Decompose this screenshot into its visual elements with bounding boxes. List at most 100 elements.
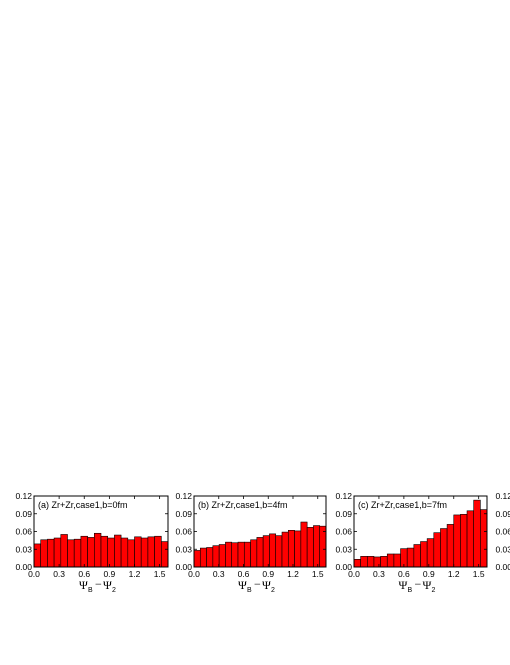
histogram-bar — [199, 547, 207, 568]
panel-title: (c) Zr+Zr,case1,b=7fm — [358, 500, 447, 510]
histogram-bar — [80, 535, 88, 568]
histogram-bar — [413, 544, 421, 568]
histogram-bar — [73, 538, 82, 568]
y-tick-label: 0.09 — [175, 509, 192, 519]
x-tick-label: 0.3 — [373, 569, 385, 579]
x-tick-label: 0.0 — [348, 569, 360, 579]
histogram-bar — [120, 537, 129, 568]
x-tick-label: 1.5 — [473, 569, 485, 579]
histogram-bar — [114, 534, 122, 568]
y-tick-label: 0.06 — [495, 527, 510, 537]
histogram-bar — [53, 537, 62, 568]
x-axis-label-subscript: B — [88, 587, 93, 594]
y-tick-label: 0.06 — [15, 527, 32, 537]
histogram-bar — [212, 545, 220, 568]
y-tick-label: 0.12 — [15, 491, 32, 501]
x-tick-label: 0.6 — [398, 569, 410, 579]
x-axis-label-subscript: 2 — [432, 587, 436, 594]
y-tick-label: 0.06 — [175, 527, 192, 537]
panel-title: (b) Zr+Zr,case1,b=4fm — [198, 500, 288, 510]
histogram-bar — [313, 525, 321, 568]
histogram-bar — [281, 531, 289, 568]
histogram-bar — [218, 544, 226, 568]
histogram-bar — [300, 521, 308, 568]
y-tick-label: 0.00 — [15, 562, 32, 572]
histogram-bar — [60, 534, 68, 568]
y-tick-label: 0.12 — [335, 491, 352, 501]
x-tick-label: 0.6 — [238, 569, 250, 579]
x-tick-label: 1.2 — [448, 569, 460, 579]
histogram-bar — [100, 535, 108, 568]
histogram-bar — [440, 528, 448, 568]
histogram-bar — [237, 541, 245, 568]
x-axis-label-subscript: B — [408, 587, 413, 594]
y-tick-label: 0.12 — [495, 491, 510, 501]
x-axis-label-minus: − — [415, 577, 422, 591]
y-tick-label: 0.00 — [335, 562, 352, 572]
x-tick-label: 0.0 — [28, 569, 40, 579]
histogram-bar — [386, 553, 395, 568]
histogram-bar — [161, 541, 169, 568]
histogram-bar — [319, 525, 327, 568]
y-tick-label: 0.03 — [335, 544, 352, 554]
x-tick-label: 1.2 — [129, 569, 141, 579]
x-axis-label-psi: Ψ — [399, 578, 408, 592]
x-axis-label-psi: Ψ — [238, 578, 247, 592]
histogram-bar — [243, 541, 251, 568]
x-tick-label: 1.5 — [154, 569, 166, 579]
histogram-bar — [275, 535, 283, 568]
histogram-bar — [393, 553, 401, 568]
x-tick-label: 0.9 — [423, 569, 435, 579]
histogram-bar — [380, 556, 388, 568]
panel-title: (a) Zr+Zr,case1,b=0fm — [38, 500, 128, 510]
histogram-bar — [40, 539, 48, 568]
histogram-bar — [67, 539, 75, 568]
y-tick-label: 0.12 — [175, 491, 192, 501]
histogram-bar — [480, 509, 488, 568]
histogram-bar — [231, 542, 239, 568]
histogram-bar — [250, 539, 258, 568]
histogram-bar — [94, 532, 102, 568]
x-axis-label-psi: Ψ — [423, 578, 432, 592]
histogram-bar — [107, 537, 115, 568]
histogram-bar — [294, 530, 302, 568]
histogram-bar — [225, 541, 233, 568]
histogram-bar — [360, 556, 368, 568]
x-tick-label: 0.9 — [103, 569, 115, 579]
histogram-bar — [306, 527, 314, 568]
x-axis-label-subscript: B — [247, 587, 252, 594]
y-tick-label: 0.09 — [335, 509, 352, 519]
x-tick-label: 0.3 — [53, 569, 65, 579]
y-tick-label: 0.00 — [495, 562, 510, 572]
histogram-bar — [87, 537, 95, 568]
histogram-bar — [366, 556, 375, 568]
histogram-bar — [473, 499, 481, 568]
histogram-bar — [453, 514, 461, 568]
histogram-bar — [33, 543, 41, 568]
histogram-bar — [426, 538, 435, 568]
y-tick-label: 0.03 — [15, 544, 32, 554]
histogram-bar — [134, 536, 142, 568]
x-tick-label: 0.6 — [78, 569, 90, 579]
histogram-bar — [127, 539, 135, 568]
histogram-bar — [147, 536, 155, 568]
histogram-bar — [420, 541, 428, 568]
histogram-bar — [154, 535, 162, 568]
histogram-bar — [446, 524, 455, 568]
histogram-bar — [140, 537, 149, 568]
x-axis-label-subscript: 2 — [271, 587, 275, 594]
histogram-bar — [193, 550, 201, 568]
histogram-bar — [287, 530, 295, 568]
x-tick-label: 1.5 — [312, 569, 324, 579]
x-tick-label: 0.3 — [213, 569, 225, 579]
y-tick-label: 0.03 — [175, 544, 192, 554]
x-tick-label: 1.2 — [287, 569, 299, 579]
histogram-bar — [373, 556, 381, 568]
x-axis-label-minus: − — [95, 577, 102, 591]
y-tick-label: 0.09 — [495, 509, 510, 519]
x-axis-label-psi: Ψ — [103, 578, 112, 592]
y-tick-label: 0.06 — [335, 527, 352, 537]
x-tick-label: 0.9 — [262, 569, 274, 579]
